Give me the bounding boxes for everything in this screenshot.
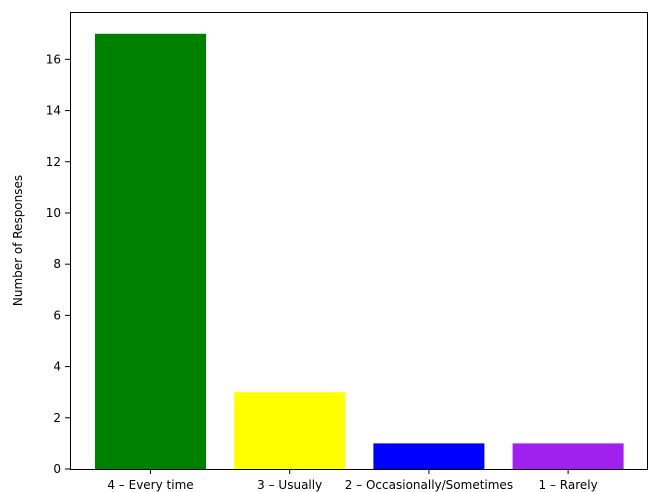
bar-4	[512, 443, 624, 469]
bar-3	[373, 443, 485, 469]
x-tick-label: 2 – Occasionally/Sometimes	[345, 478, 513, 492]
y-axis: 0 2 4 6 8 10 12 14 16	[46, 52, 70, 476]
x-tick-label: 1 – Rarely	[539, 478, 598, 492]
x-tick-label: 4 – Every time	[107, 478, 193, 492]
bar-1	[95, 33, 206, 470]
y-tick-label: 6	[53, 308, 61, 322]
y-tick-label: 10	[46, 206, 61, 220]
x-tick-label: 3 – Usually	[257, 478, 322, 492]
x-axis: 4 – Every time 3 – Usually 2 – Occasionall…	[107, 469, 598, 492]
y-axis-title: Number of Responses	[11, 175, 25, 306]
bar-2	[234, 392, 346, 469]
y-tick-label: 2	[53, 411, 61, 425]
plot-frame	[70, 12, 648, 470]
y-tick-label: 4	[53, 360, 61, 374]
y-tick-label: 0	[53, 462, 61, 476]
bars-group	[95, 33, 624, 470]
y-tick-label: 12	[46, 155, 61, 169]
y-tick-label: 14	[46, 104, 61, 118]
y-tick-label: 16	[46, 52, 61, 66]
y-tick-label: 8	[53, 257, 61, 271]
